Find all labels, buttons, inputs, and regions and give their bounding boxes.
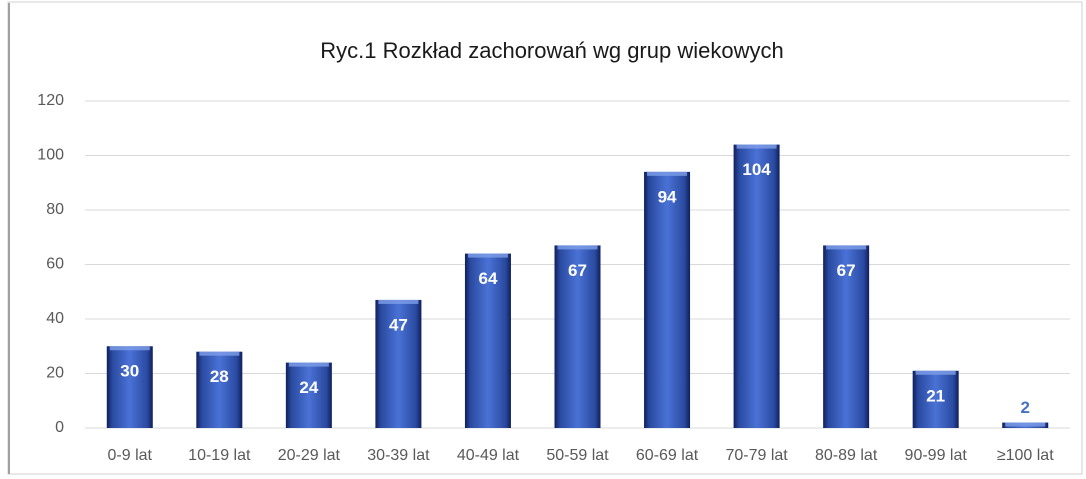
bar-bevel <box>557 245 598 250</box>
x-tick-label: 10-19 lat <box>188 447 251 464</box>
x-tick-label: 0-9 lat <box>108 447 153 464</box>
bar-bevel <box>378 299 419 304</box>
data-label: 30 <box>120 362 139 381</box>
x-tick-label: 60-69 lat <box>636 447 699 464</box>
data-label: 2 <box>1020 398 1029 417</box>
x-tick-label: 80-89 lat <box>815 447 878 464</box>
bar <box>196 351 243 428</box>
data-label: 104 <box>742 160 771 179</box>
chart-frame <box>7 1 1083 475</box>
bar <box>375 299 422 428</box>
bar <box>733 144 780 428</box>
y-tick-label: 60 <box>46 256 64 273</box>
x-tick-label: ≥100 lat <box>997 447 1054 464</box>
x-tick-label: 20-29 lat <box>278 447 341 464</box>
x-tick-label: 40-49 lat <box>457 447 520 464</box>
y-tick-label: 20 <box>46 365 64 382</box>
y-tick-label: 120 <box>37 92 64 109</box>
bar <box>912 370 959 428</box>
bar-bevel <box>467 253 508 258</box>
x-tick-label: 50-59 lat <box>546 447 609 464</box>
y-tick-label: 0 <box>55 419 64 436</box>
bar-bevel <box>199 351 240 356</box>
bar <box>464 253 511 428</box>
data-label: 28 <box>210 367 229 386</box>
bar <box>644 171 691 428</box>
data-label: 67 <box>568 261 587 280</box>
bar <box>823 245 870 428</box>
bar-bevel <box>736 144 777 149</box>
data-label: 94 <box>658 187 677 206</box>
x-tick-label: 70-79 lat <box>725 447 788 464</box>
x-tick-label: 30-39 lat <box>367 447 430 464</box>
x-tick-label: 90-99 lat <box>905 447 968 464</box>
bar-bevel <box>826 245 867 250</box>
bar-bevel <box>288 362 329 367</box>
bar-bevel <box>915 370 956 375</box>
data-label: 64 <box>478 269 497 288</box>
y-tick-label: 40 <box>46 310 64 327</box>
bar-bevel <box>1005 422 1046 427</box>
bar <box>554 245 601 428</box>
bar <box>106 346 153 428</box>
data-label: 47 <box>389 315 408 334</box>
y-tick-label: 80 <box>46 201 64 218</box>
bar-bevel <box>109 346 150 351</box>
data-label: 24 <box>299 378 318 397</box>
data-label: 67 <box>837 261 856 280</box>
bar <box>285 362 332 428</box>
plot-area: 0 20 40 60 80 100 120 0-9 lat 30 10-19 lat 28 20-29… <box>37 92 1070 464</box>
bar-bevel <box>647 171 688 176</box>
y-tick-label: 100 <box>37 147 64 164</box>
chart-title: Ryc.1 Rozkład zachorowań wg grup wiekowy… <box>320 38 783 63</box>
data-label: 21 <box>926 386 945 405</box>
